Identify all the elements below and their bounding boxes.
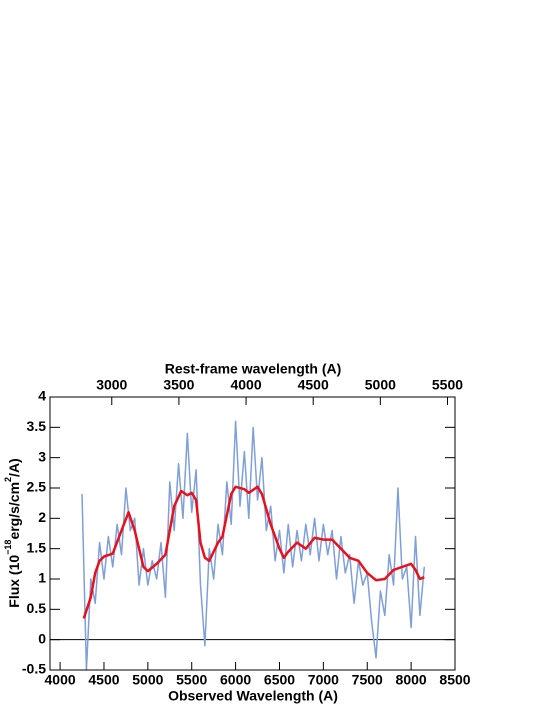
series-line — [81, 420, 426, 671]
y-tick-label: 0 — [38, 630, 46, 646]
y-tick-label: 3 — [38, 448, 46, 464]
y-label-sup: −18 — [3, 540, 13, 555]
y-tick-label: 4 — [38, 388, 46, 404]
x2-axis-label: Rest-frame wavelength (A) — [165, 361, 342, 377]
x-tick-label: 8500 — [439, 672, 470, 688]
y-label-part: erg/s/cm — [6, 482, 22, 540]
plot-frame — [49, 396, 456, 671]
x2-tick-label: 3000 — [96, 377, 127, 393]
y-tick-label: 1.5 — [27, 539, 47, 555]
y-tick-label: 0.5 — [27, 600, 47, 616]
x-tick-label: 5500 — [176, 672, 207, 688]
x2-tick-label: 4000 — [230, 377, 261, 393]
y-tick-label: 2 — [38, 509, 46, 525]
x-tick-label: 6500 — [264, 672, 295, 688]
x-tick-label: 7500 — [352, 672, 383, 688]
x-tick-label: 8000 — [396, 672, 427, 688]
x-tick-label: 7000 — [308, 672, 339, 688]
x-axis-label: Observed Wavelength (A) — [168, 688, 338, 704]
x-tick-label: 4000 — [45, 672, 76, 688]
x2-tick-label: 3500 — [163, 377, 194, 393]
x-tick-label: 5000 — [132, 672, 163, 688]
x-tick-label: 6000 — [220, 672, 251, 688]
x-tick-label: 4500 — [88, 672, 119, 688]
x2-tick-label: 5500 — [432, 377, 463, 393]
y-label-part: Flux (10 — [6, 555, 22, 608]
x2-tick-label: 5000 — [365, 377, 396, 393]
y-tick-label: 2.5 — [27, 479, 47, 495]
y-tick-label: 1 — [38, 570, 46, 586]
y-label-sup: 2 — [3, 477, 13, 482]
y-label-part: /A) — [6, 458, 22, 477]
y-axis-label: Flux (10−18erg/s/cm2/A) — [3, 458, 21, 607]
x2-tick-label: 4500 — [298, 377, 329, 393]
series-line — [82, 485, 425, 619]
y-tick-label: 3.5 — [27, 418, 47, 434]
y-tick-label: -0.5 — [22, 661, 46, 677]
